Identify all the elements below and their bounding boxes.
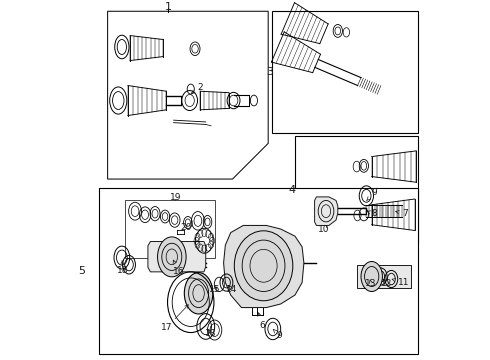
Ellipse shape — [184, 273, 213, 314]
Text: 18: 18 — [205, 329, 217, 338]
Polygon shape — [223, 225, 304, 307]
Text: 11: 11 — [392, 278, 410, 287]
Text: 1: 1 — [165, 2, 172, 12]
Text: 14: 14 — [226, 285, 237, 294]
Polygon shape — [125, 201, 215, 257]
Text: 17: 17 — [161, 305, 188, 332]
Polygon shape — [148, 242, 206, 272]
Text: 13: 13 — [365, 279, 377, 288]
Text: 10: 10 — [318, 225, 329, 234]
Text: 8: 8 — [367, 209, 377, 218]
Ellipse shape — [361, 261, 382, 292]
Polygon shape — [272, 11, 418, 132]
Text: 20: 20 — [180, 223, 192, 232]
Text: 12: 12 — [381, 279, 393, 288]
Text: 6: 6 — [258, 313, 265, 330]
Polygon shape — [295, 136, 418, 243]
Text: 5: 5 — [78, 266, 85, 276]
Ellipse shape — [158, 237, 186, 277]
Text: 16: 16 — [173, 260, 184, 276]
Text: 3: 3 — [266, 67, 273, 77]
Ellipse shape — [234, 231, 293, 301]
Text: 4: 4 — [289, 185, 295, 195]
Text: 7: 7 — [395, 209, 408, 218]
Polygon shape — [315, 197, 338, 225]
Text: 19: 19 — [170, 193, 181, 202]
Polygon shape — [98, 188, 418, 354]
Text: 9: 9 — [367, 189, 377, 201]
Text: 15: 15 — [209, 285, 221, 294]
Text: 9: 9 — [273, 329, 282, 339]
Text: 2: 2 — [192, 83, 203, 93]
Text: 18: 18 — [117, 261, 129, 275]
Polygon shape — [357, 265, 411, 288]
Polygon shape — [108, 11, 268, 179]
